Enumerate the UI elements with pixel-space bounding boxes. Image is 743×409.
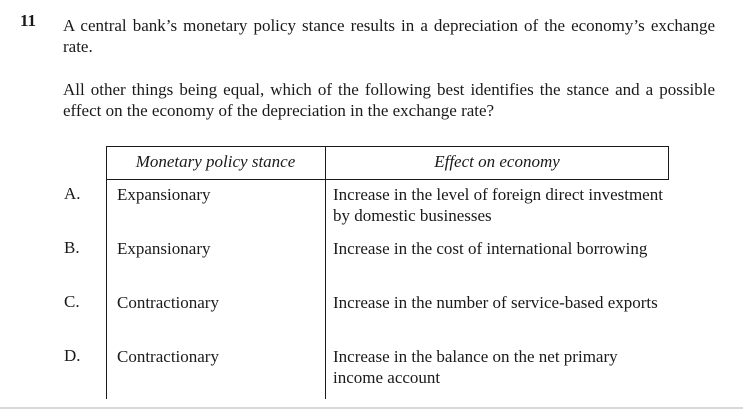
option-d-letter: D. bbox=[64, 346, 81, 365]
table-column-divider bbox=[325, 146, 326, 399]
option-d-effect: Increase in the balance on the net prima… bbox=[333, 347, 618, 387]
table-border-top bbox=[106, 146, 669, 147]
header-effect-on-economy: Effect on economy bbox=[434, 152, 560, 171]
question-prompt: All other things being equal, which of t… bbox=[63, 80, 715, 120]
option-c-letter: C. bbox=[64, 292, 80, 311]
option-b-letter: B. bbox=[64, 238, 80, 257]
table-header-divider bbox=[106, 179, 669, 180]
option-b-effect: Increase in the cost of international bo… bbox=[333, 239, 648, 258]
question-stem: A central bank’s monetary policy stance … bbox=[63, 16, 715, 56]
question-number: 11 bbox=[20, 11, 37, 30]
answer-table: Monetary policy stance Effect on economy bbox=[106, 146, 669, 399]
option-a-effect: Increase in the level of foreign direct … bbox=[333, 185, 663, 225]
option-b-stance: Expansionary bbox=[117, 239, 211, 258]
page-bottom-rule bbox=[0, 407, 743, 409]
table-border-left bbox=[106, 146, 107, 399]
option-d-stance: Contractionary bbox=[117, 347, 219, 366]
option-a-letter: A. bbox=[64, 184, 81, 203]
option-c-stance: Contractionary bbox=[117, 293, 219, 312]
option-a-stance: Expansionary bbox=[117, 185, 211, 204]
header-monetary-policy-stance: Monetary policy stance bbox=[135, 152, 296, 171]
table-border-right bbox=[668, 146, 669, 180]
option-c-effect: Increase in the number of service-based … bbox=[333, 293, 658, 312]
